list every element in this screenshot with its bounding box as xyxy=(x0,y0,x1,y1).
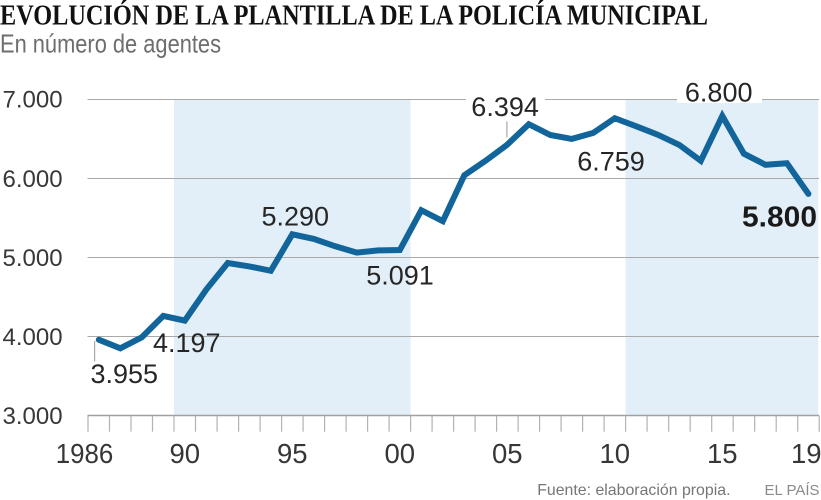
svg-text:90: 90 xyxy=(170,438,201,469)
svg-text:EVOLUCIÓN DE LA PLANTILLA DE L: EVOLUCIÓN DE LA PLANTILLA DE LA POLICÍA … xyxy=(0,0,708,32)
svg-text:EL PAÍS: EL PAÍS xyxy=(765,482,820,499)
svg-text:6.000: 6.000 xyxy=(3,166,63,193)
svg-text:95: 95 xyxy=(277,438,308,469)
svg-text:1986: 1986 xyxy=(56,438,114,469)
svg-text:5.290: 5.290 xyxy=(262,202,330,232)
svg-text:7.000: 7.000 xyxy=(3,87,63,114)
svg-text:Fuente: elaboración propia.: Fuente: elaboración propia. xyxy=(537,482,730,499)
svg-text:5.800: 5.800 xyxy=(742,202,817,234)
svg-text:00: 00 xyxy=(385,438,416,469)
svg-text:4.000: 4.000 xyxy=(3,324,63,351)
svg-text:6.394: 6.394 xyxy=(471,92,539,122)
svg-text:6.800: 6.800 xyxy=(685,78,753,108)
svg-text:En número de agentes: En número de agentes xyxy=(0,29,221,59)
svg-text:3.955: 3.955 xyxy=(91,359,159,389)
svg-text:10: 10 xyxy=(600,438,631,469)
svg-text:5.091: 5.091 xyxy=(366,260,434,290)
svg-text:19: 19 xyxy=(791,438,821,469)
svg-text:5.000: 5.000 xyxy=(3,245,63,272)
svg-text:6.759: 6.759 xyxy=(577,147,645,177)
svg-text:4.197: 4.197 xyxy=(153,328,221,358)
svg-text:3.000: 3.000 xyxy=(3,403,63,430)
svg-text:05: 05 xyxy=(492,438,523,469)
svg-text:15: 15 xyxy=(707,438,738,469)
